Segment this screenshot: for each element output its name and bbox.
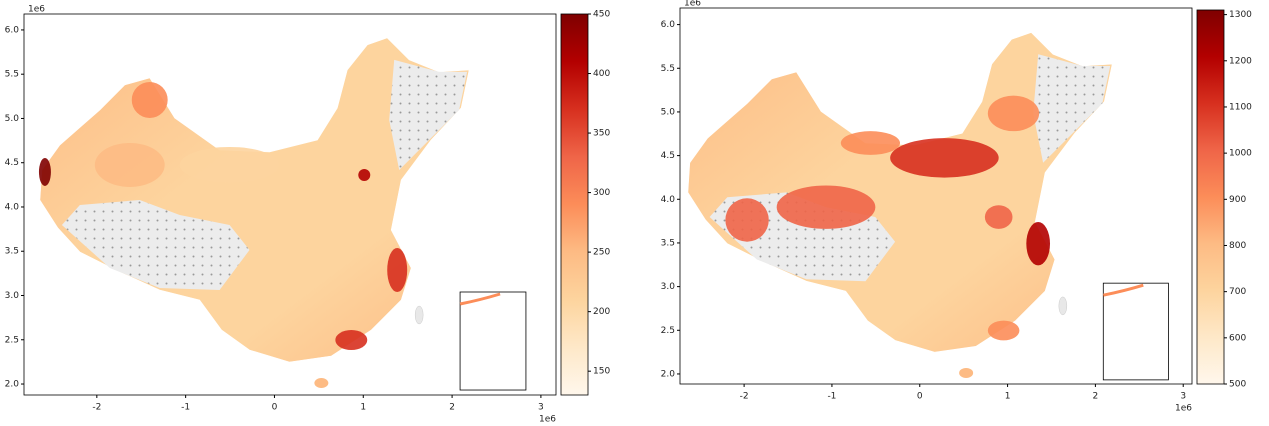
district-cluster <box>840 131 901 155</box>
district-cluster <box>776 185 876 229</box>
colorbar-tick-label: 1200 <box>1229 56 1252 66</box>
map-panel: -2 -1 0 1 2 3 2.0 2.5 3.0 3.5 4.0 4.5 5.0 5.5 6.0 1e6 1e… <box>5 5 611 425</box>
x-tick-label: 2 <box>449 403 455 413</box>
district-cluster <box>987 95 1040 132</box>
y-tick-label: 4.5 <box>661 151 675 161</box>
x-tick-label: 1 <box>360 403 366 413</box>
colorbar-tick-label: 600 <box>1229 333 1246 343</box>
y-tick-label: 2.5 <box>5 335 19 345</box>
district-cluster <box>725 198 769 242</box>
inset-frame <box>459 291 527 391</box>
y-tick-label: 2.0 <box>5 380 20 390</box>
colorbar-tick-label: 450 <box>593 10 610 20</box>
x-tick-label: 3 <box>538 403 544 413</box>
district-cluster <box>179 146 280 183</box>
colorbar-tick-label: 500 <box>1229 380 1246 390</box>
y-tick-label: 5.5 <box>5 70 19 80</box>
colorbar-tick-label: 1300 <box>1229 10 1252 20</box>
x-tick-label: -2 <box>740 392 749 402</box>
y-tick-label: 3.5 <box>5 247 19 257</box>
colorbar-tick-label: 1100 <box>1229 102 1252 112</box>
y-tick-label: 3.5 <box>661 238 675 248</box>
district-cluster <box>984 205 1013 229</box>
y-tick-label: 4.0 <box>5 202 20 212</box>
district-cluster <box>335 330 368 351</box>
island <box>959 367 974 378</box>
x-tick-label: -2 <box>92 403 101 413</box>
x-offset-label: 1e6 <box>1175 404 1192 414</box>
district-cluster <box>38 157 51 186</box>
y-offset-label: 1e6 <box>684 0 701 9</box>
inset-coast <box>1102 283 1144 297</box>
y-tick-label: 4.5 <box>5 158 19 168</box>
district-cluster <box>890 138 999 178</box>
district-cluster <box>94 142 165 187</box>
colorbar-tick-label: 400 <box>593 69 610 79</box>
y-tick-label: 3.0 <box>661 282 676 292</box>
y-tick-label: 2.0 <box>661 369 676 379</box>
map-panel: -2 -1 0 1 2 3 2.0 2.5 3.0 3.5 4.0 4.5 5.0 5.5 6.0 1e6 1e… <box>661 0 1253 414</box>
colorbar <box>1196 9 1225 385</box>
y-tick-label: 6.0 <box>661 20 676 30</box>
x-tick-label: -1 <box>181 403 190 413</box>
y-tick-label: 4.0 <box>661 195 676 205</box>
y-tick-label: 5.5 <box>661 64 675 74</box>
island <box>314 378 329 389</box>
island <box>414 305 424 325</box>
colorbar-tick-label: 1000 <box>1229 149 1252 159</box>
y-tick-label: 3.0 <box>5 291 20 301</box>
district-cluster <box>987 320 1020 341</box>
y-tick-label: 5.0 <box>661 107 676 117</box>
island <box>1058 296 1068 316</box>
x-tick-label: -1 <box>827 392 836 402</box>
no-data-region <box>389 59 468 170</box>
colorbar-tick-label: 250 <box>593 248 610 258</box>
colorbar-tick-label: 200 <box>593 307 610 317</box>
colorbar-tick-label: 900 <box>1229 195 1246 205</box>
district-cluster <box>131 81 168 118</box>
colorbar-tick-label: 350 <box>593 129 610 139</box>
colorbar-tick-label: 300 <box>593 188 610 198</box>
y-tick-label: 2.5 <box>661 326 675 336</box>
colorbar-tick-label: 150 <box>593 367 610 377</box>
axes-frame <box>23 13 557 396</box>
x-tick-label: 3 <box>1180 392 1186 402</box>
colorbar <box>560 13 589 396</box>
x-offset-label: 1e6 <box>539 415 556 425</box>
no-data-region <box>61 200 250 290</box>
inset-coast <box>459 292 501 306</box>
no-data-region <box>1033 54 1111 163</box>
x-tick-label: 0 <box>917 392 923 402</box>
colorbar-tick-label: 700 <box>1229 287 1246 297</box>
district-cluster <box>358 168 371 181</box>
district-cluster <box>1026 221 1051 266</box>
colorbar-tick-label: 800 <box>1229 241 1246 251</box>
inset-frame <box>1102 282 1169 381</box>
x-tick-label: 0 <box>272 403 278 413</box>
y-tick-label: 6.0 <box>5 25 20 35</box>
y-tick-label: 5.0 <box>5 114 20 124</box>
axes-frame <box>679 7 1193 385</box>
y-offset-label: 1e6 <box>28 5 45 15</box>
x-tick-label: 2 <box>1093 392 1099 402</box>
district-cluster <box>387 247 408 293</box>
x-tick-label: 1 <box>1005 392 1011 402</box>
